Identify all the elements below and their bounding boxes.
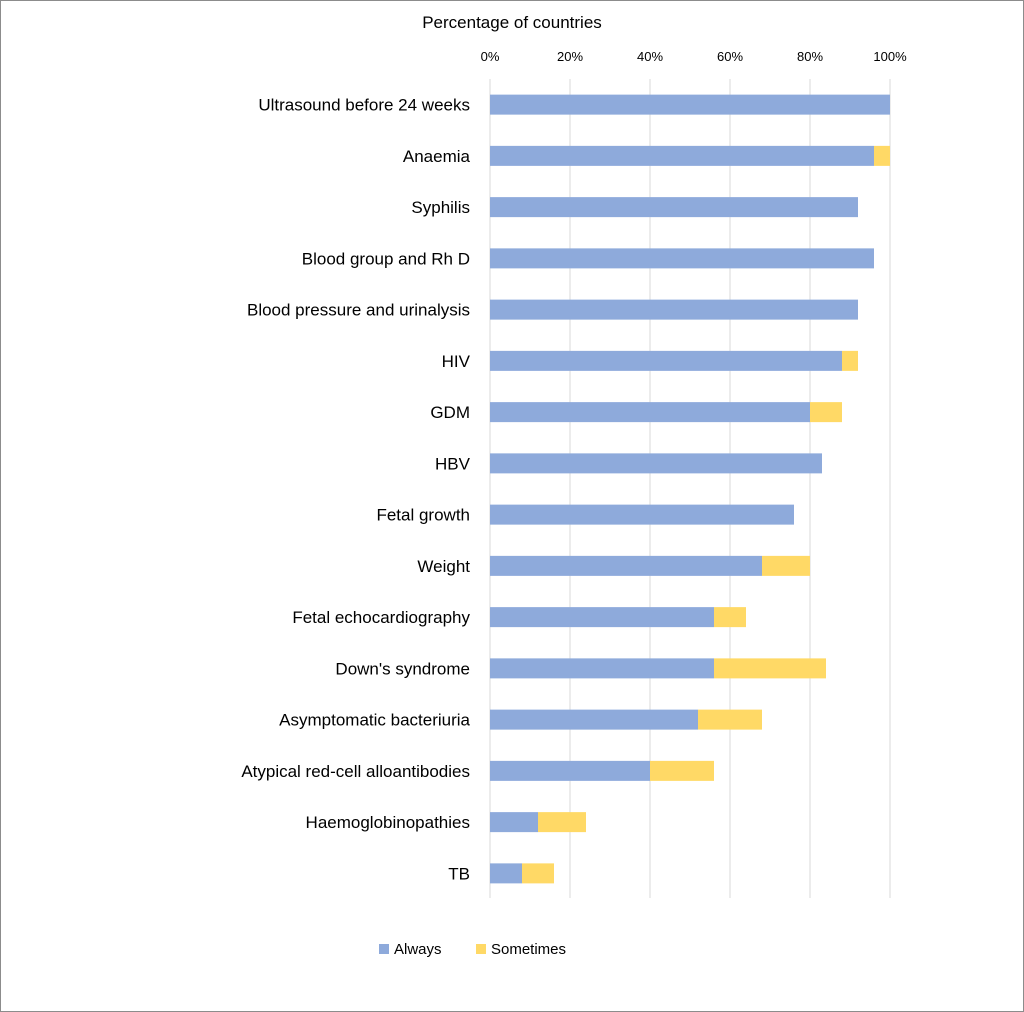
bar-always: [490, 863, 522, 884]
legend-label-sometimes: Sometimes: [491, 941, 566, 958]
x-axis-ticks: 0% 20% 40% 60% 80% 100%: [481, 49, 907, 64]
category-label: Weight: [417, 557, 470, 576]
x-tick-label: 0%: [481, 49, 500, 64]
x-tick-label: 40%: [637, 49, 663, 64]
category-label: Haemoglobinopathies: [306, 813, 470, 832]
bar-sometimes: [650, 760, 714, 781]
category-label: Atypical red-cell alloantibodies: [241, 762, 470, 781]
category-label: Ultrasound before 24 weeks: [258, 96, 470, 115]
legend: Always Sometimes: [379, 941, 566, 958]
bar-sometimes: [698, 709, 762, 730]
category-labels: Ultrasound before 24 weeks Anaemia Syphili…: [241, 96, 470, 884]
category-label: HBV: [435, 454, 471, 473]
category-label: Asymptomatic bacteriuria: [279, 711, 470, 730]
legend-swatch-sometimes: [476, 944, 486, 954]
legend-label-always: Always: [394, 941, 442, 958]
bar-sometimes: [538, 812, 586, 833]
bar-sometimes: [522, 863, 554, 884]
category-label: Down's syndrome: [335, 659, 470, 678]
bars: [490, 94, 890, 884]
bar-always: [490, 504, 794, 525]
x-axis-title: Percentage of countries: [422, 13, 602, 32]
category-label: Blood pressure and urinalysis: [247, 301, 470, 320]
bar-always: [490, 812, 538, 833]
category-label: Anaemia: [403, 147, 471, 166]
bar-always: [490, 607, 714, 628]
bar-sometimes: [874, 145, 890, 166]
bar-always: [490, 197, 858, 218]
bar-always: [490, 248, 874, 269]
category-label: TB: [448, 864, 470, 883]
category-label: Syphilis: [411, 198, 470, 217]
bar-always: [490, 145, 874, 166]
bar-always: [490, 760, 650, 781]
bar-sometimes: [810, 402, 842, 423]
bar-always: [490, 453, 822, 474]
x-tick-label: 80%: [797, 49, 823, 64]
bar-always: [490, 658, 714, 679]
bar-always: [490, 402, 810, 423]
bar-always: [490, 709, 698, 730]
legend-swatch-always: [379, 944, 389, 954]
category-label: HIV: [442, 352, 471, 371]
bar-always: [490, 555, 762, 576]
x-tick-label: 60%: [717, 49, 743, 64]
bar-always: [490, 299, 858, 320]
x-tick-label: 20%: [557, 49, 583, 64]
bar-sometimes: [842, 350, 858, 371]
bar-always: [490, 350, 842, 371]
category-label: GDM: [430, 403, 470, 422]
bar-sometimes: [714, 658, 826, 679]
bar-sometimes: [714, 607, 746, 628]
category-label: Fetal echocardiography: [292, 608, 470, 627]
category-label: Blood group and Rh D: [302, 249, 470, 268]
bar-always: [490, 94, 890, 115]
x-tick-label: 100%: [873, 49, 907, 64]
bar-sometimes: [762, 555, 810, 576]
category-label: Fetal growth: [376, 506, 470, 525]
